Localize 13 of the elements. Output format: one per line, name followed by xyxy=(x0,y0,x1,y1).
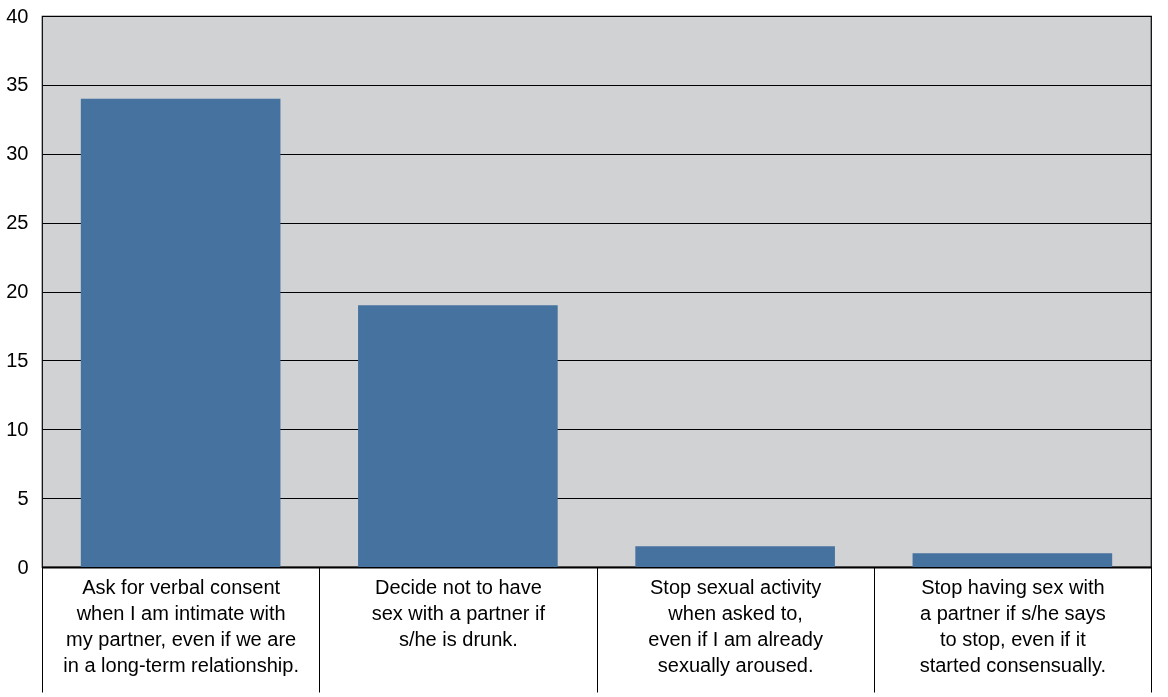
y-tick-label: 20 xyxy=(6,280,29,302)
x-tick-label: Stop sexual activity when asked to, even if I am already sexually aroused. xyxy=(648,575,823,676)
y-tick-label: 10 xyxy=(6,417,29,440)
x-tick-label: Ask for verbal consent when I am intimate with my partner, even if we are in a long-term relationship. xyxy=(63,575,299,676)
y-tick-label: 35 xyxy=(6,73,29,96)
y-tick-label: 40 xyxy=(6,4,29,27)
y-tick-label: 0 xyxy=(17,555,29,578)
x-tick-label: Stop having sex with a partner if s/he says to stop, even if it started consensually. xyxy=(919,575,1107,676)
y-tick-label: 30 xyxy=(6,142,29,165)
y-tick-label: 5 xyxy=(17,486,29,509)
y-tick-label: 15 xyxy=(6,348,29,371)
x-tick-label: Decide not to have sex with a partner if s/he is drunk. xyxy=(371,575,546,650)
y-tick-label: 25 xyxy=(6,211,29,234)
